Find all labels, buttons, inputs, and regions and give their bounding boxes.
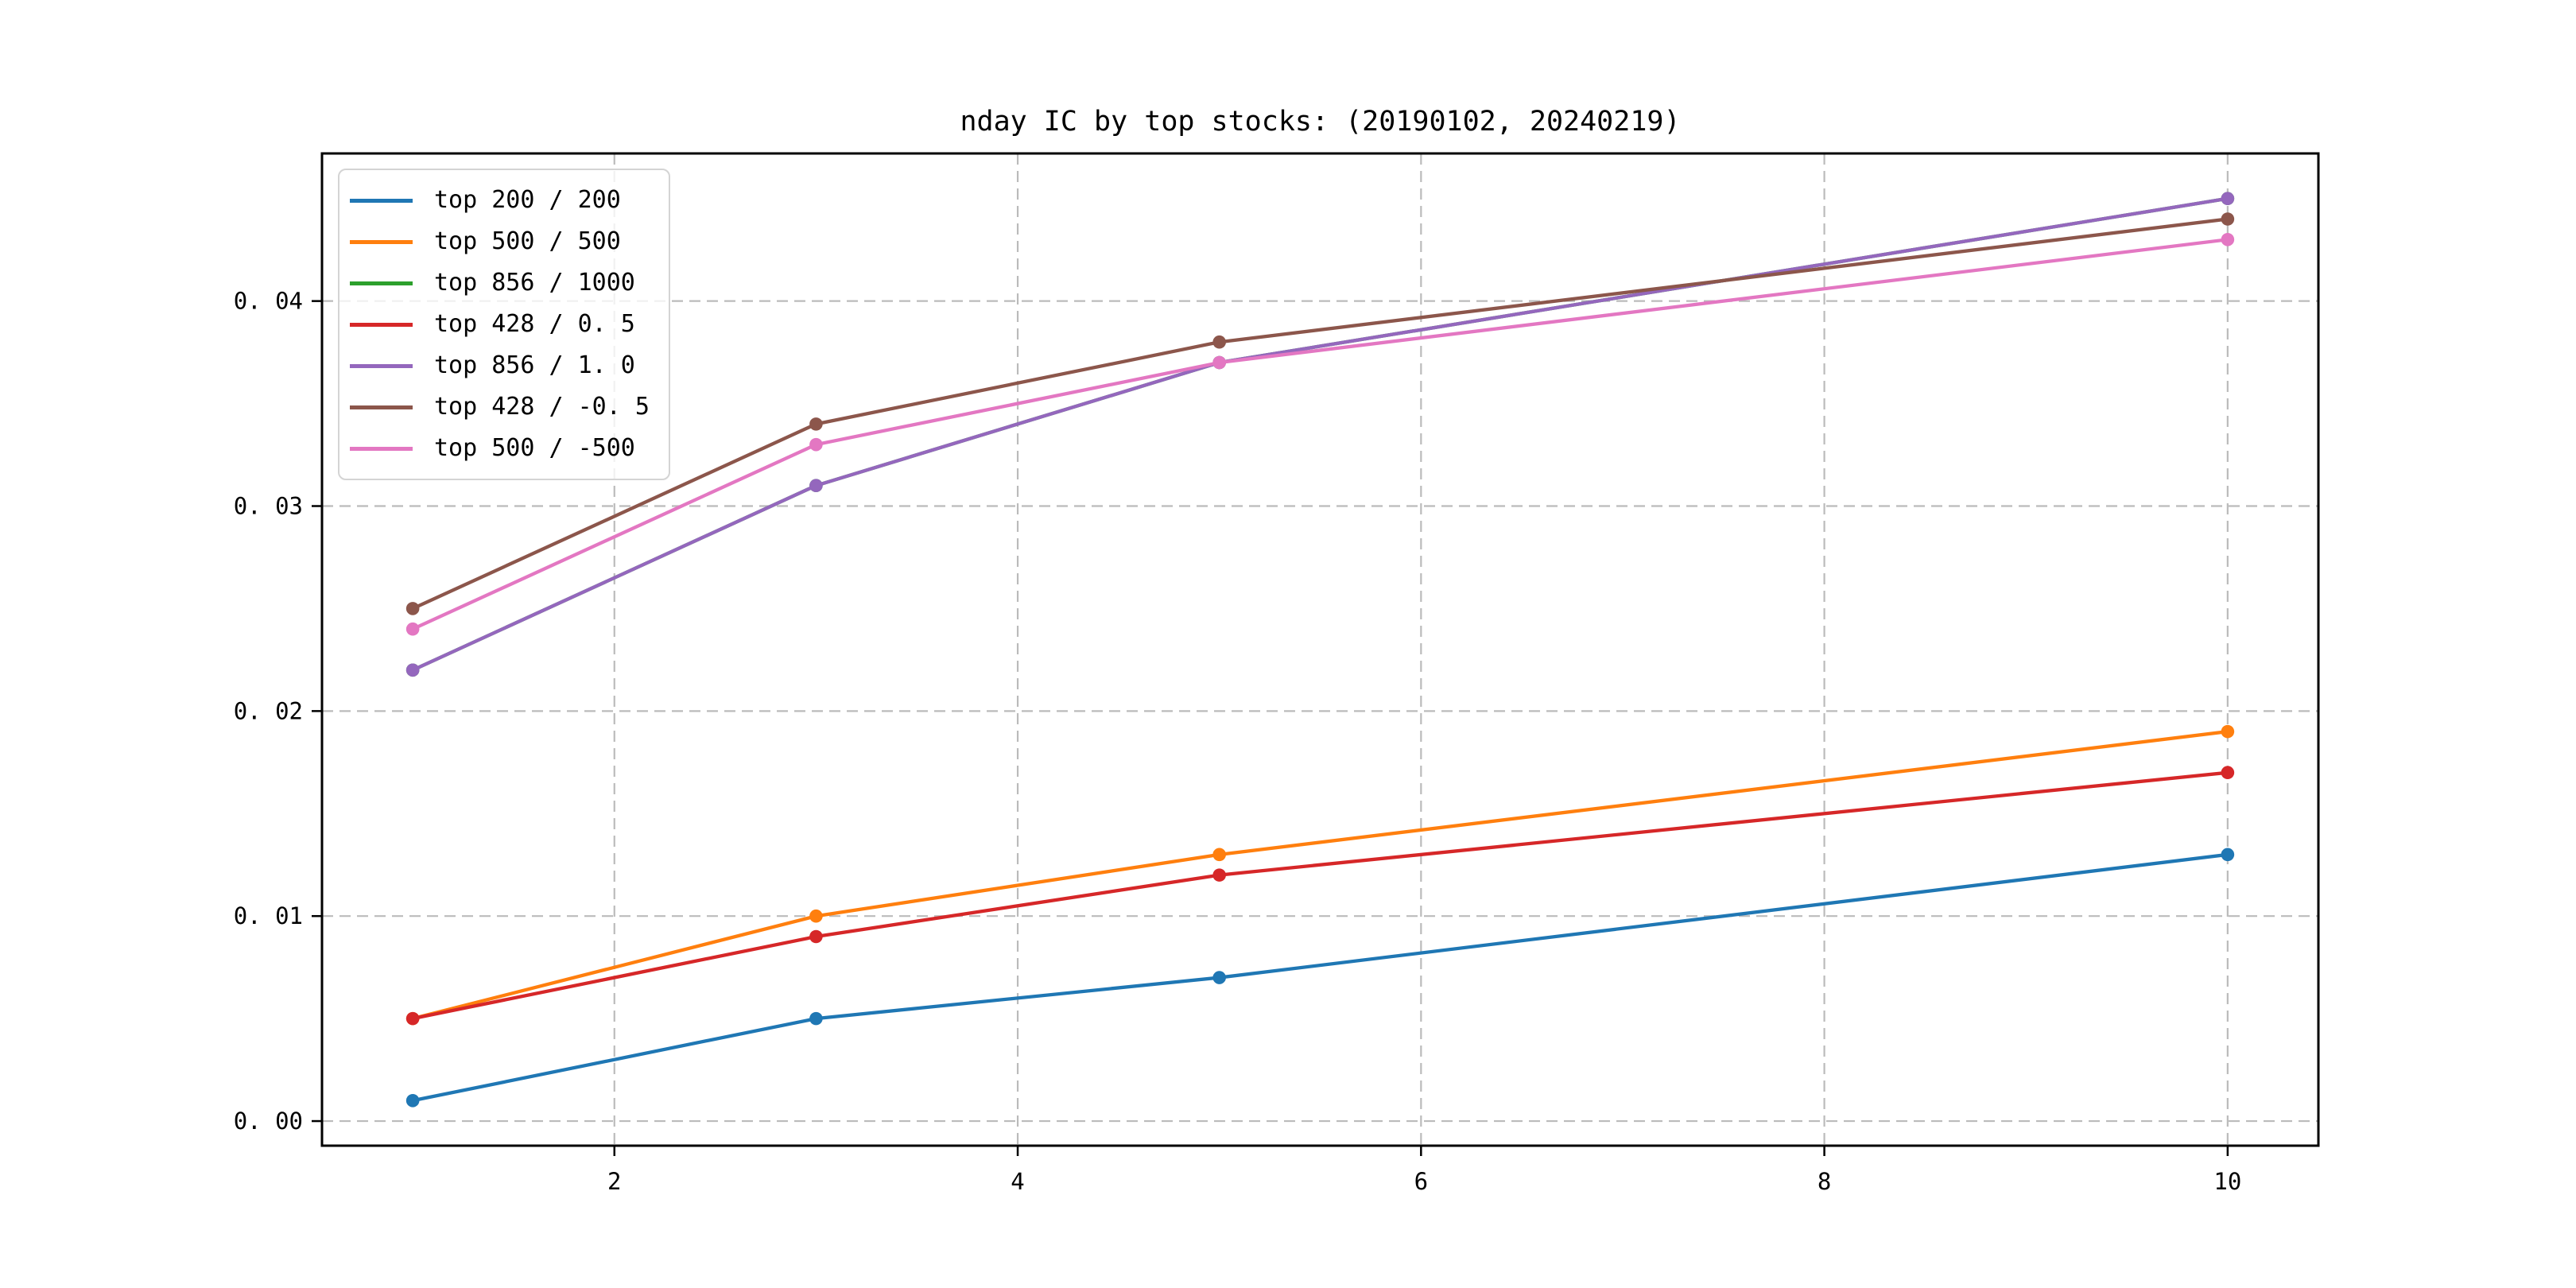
legend-item: top 856 / 1. 0 bbox=[350, 345, 650, 386]
legend-line-swatch bbox=[350, 322, 413, 327]
legend-label: top 200 / 200 bbox=[434, 186, 621, 214]
legend-label: top 500 / 500 bbox=[434, 227, 621, 255]
x-tick-label: 10 bbox=[2213, 1168, 2241, 1195]
data-point-marker bbox=[405, 1011, 420, 1026]
series-line-3 bbox=[410, 770, 2230, 1021]
x-tick-label: 4 bbox=[1011, 1168, 1024, 1195]
data-point-marker bbox=[1212, 355, 1226, 370]
legend-line-swatch bbox=[350, 239, 413, 244]
data-point-marker bbox=[1212, 971, 1226, 984]
data-point-marker bbox=[1212, 868, 1226, 882]
legend-item: top 200 / 200 bbox=[350, 180, 650, 221]
legend-item: top 856 / 1000 bbox=[350, 262, 650, 304]
legend-line-swatch bbox=[350, 281, 413, 285]
chart-title: nday IC by top stocks: (20190102, 202402… bbox=[960, 106, 1681, 138]
x-tick-label: 6 bbox=[1414, 1168, 1428, 1195]
series-line-5 bbox=[410, 217, 2230, 611]
series-line-4 bbox=[410, 196, 2230, 672]
y-tick-label: 0. 00 bbox=[234, 1108, 303, 1135]
data-point-marker bbox=[405, 663, 420, 677]
legend-item: top 428 / 0. 5 bbox=[350, 304, 650, 345]
data-point-marker bbox=[809, 929, 823, 944]
x-tick-label: 8 bbox=[1818, 1168, 1831, 1195]
y-tick-label: 0. 01 bbox=[234, 902, 303, 929]
data-point-marker bbox=[809, 437, 823, 452]
data-point-marker bbox=[2221, 232, 2235, 246]
legend-item: top 500 / 500 bbox=[350, 221, 650, 262]
data-point-marker bbox=[809, 909, 823, 923]
series-line-1 bbox=[410, 729, 2230, 1021]
data-point-marker bbox=[809, 479, 823, 493]
axes-spines bbox=[320, 152, 2320, 1147]
legend: top 200 / 200 top 500 / 500 top 856 / 1000… bbox=[338, 169, 670, 480]
data-point-marker bbox=[1212, 848, 1226, 862]
legend-line-swatch bbox=[350, 446, 413, 451]
legend-label: top 428 / -0. 5 bbox=[434, 393, 650, 421]
y-tick-label: 0. 04 bbox=[234, 288, 303, 315]
data-point-marker bbox=[2221, 212, 2235, 226]
data-point-marker bbox=[2221, 848, 2235, 862]
legend-line-swatch bbox=[350, 363, 413, 368]
legend-label: top 428 / 0. 5 bbox=[434, 310, 635, 338]
data-point-marker bbox=[405, 622, 420, 636]
data-point-marker bbox=[809, 417, 823, 431]
data-point-marker bbox=[2221, 192, 2235, 206]
data-point-marker bbox=[2221, 724, 2235, 739]
legend-label: top 856 / 1. 0 bbox=[434, 351, 635, 379]
data-point-marker bbox=[809, 1011, 823, 1026]
legend-line-swatch bbox=[350, 198, 413, 203]
x-tick-label: 2 bbox=[607, 1168, 621, 1195]
data-point-marker bbox=[405, 602, 420, 615]
y-tick-label: 0. 03 bbox=[234, 493, 303, 520]
y-tick-label: 0. 02 bbox=[234, 697, 303, 724]
legend-label: top 500 / -500 bbox=[434, 434, 635, 462]
legend-line-swatch bbox=[350, 405, 413, 409]
data-point-marker bbox=[405, 1093, 420, 1108]
data-point-marker bbox=[1212, 335, 1226, 349]
series-line-0 bbox=[410, 852, 2230, 1103]
legend-label: top 856 / 1000 bbox=[434, 269, 635, 297]
legend-item: top 428 / -0. 5 bbox=[350, 386, 650, 428]
legend-item: top 500 / -500 bbox=[350, 428, 650, 469]
series-line-2 bbox=[410, 196, 2230, 672]
series-line-6 bbox=[410, 238, 2230, 631]
data-point-marker bbox=[2221, 766, 2235, 780]
